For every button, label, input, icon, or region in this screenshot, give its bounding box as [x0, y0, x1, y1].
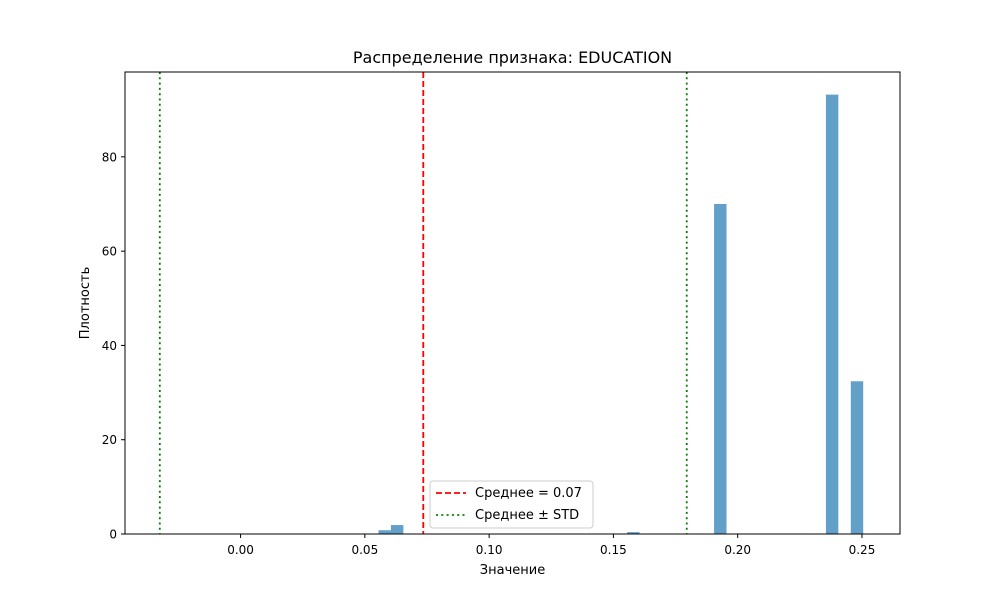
plot-frame [124, 71, 901, 535]
plot-area [125, 72, 900, 534]
histogram-bar-1 [390, 525, 404, 534]
x-tick-label-5: 0.25 [849, 543, 876, 557]
legend: Среднее = 0.07 Среднее ± STD [429, 480, 594, 529]
y-tick-label-4: 80 [102, 150, 117, 164]
x-tick-label-3: 0.15 [600, 543, 627, 557]
x-tick-label-2: 0.10 [476, 543, 503, 557]
legend-mean-label: Среднее = 0.07 [475, 486, 582, 501]
histogram-bar-0 [378, 530, 391, 534]
histogram-bar-2 [627, 532, 640, 534]
x-tick-label-4: 0.20 [724, 543, 751, 557]
y-axis-ticks: 0 20 40 60 80 [102, 150, 125, 542]
legend-box [429, 480, 594, 529]
legend-std-label: Среднее ± STD [475, 508, 579, 523]
y-tick-label-2: 40 [102, 339, 117, 353]
y-tick-label-0: 0 [109, 528, 117, 542]
histogram-bar-4 [825, 94, 839, 534]
x-axis-ticks: 0.00 0.05 0.10 0.15 0.20 0.25 [227, 534, 875, 557]
bars-group [378, 94, 864, 534]
x-tick-label-1: 0.05 [351, 543, 378, 557]
histogram-bar-5 [850, 381, 864, 534]
x-axis-label: Значение [480, 563, 545, 578]
x-tick-label-0: 0.00 [227, 543, 254, 557]
reference-lines-group [158, 72, 688, 534]
y-tick-label-3: 60 [102, 245, 117, 259]
chart-title: Распределение признака: EDUCATION [353, 48, 672, 67]
y-axis-label: Плотность [78, 267, 93, 339]
histogram-bar-3 [714, 204, 727, 534]
y-tick-label-1: 20 [102, 433, 117, 447]
